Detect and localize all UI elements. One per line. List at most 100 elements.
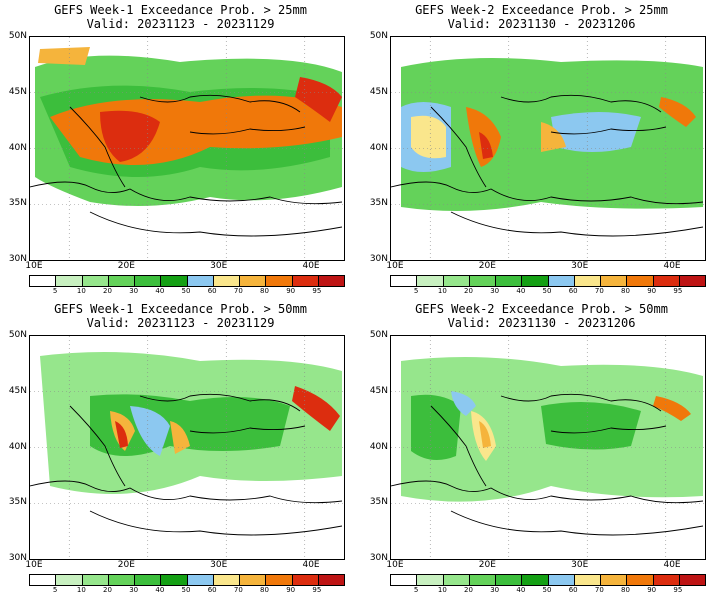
probability-region — [411, 115, 446, 159]
colorbar-label: 90 — [647, 287, 657, 295]
colorbar-label: 40 — [155, 287, 165, 295]
latitude-label: 45N — [369, 86, 388, 97]
latitude-label: 35N — [369, 198, 388, 209]
latitude-label: 50N — [8, 31, 27, 41]
colorbar-bin — [469, 575, 496, 585]
panel-title: GEFS Week-1 Exceedance Prob. > 50mm — [54, 302, 307, 316]
colorbar-label: 90 — [286, 586, 296, 594]
colorbar-bin — [391, 575, 418, 585]
longitude-label: 30E — [210, 560, 228, 570]
coastline — [450, 211, 704, 237]
colorbar-label: 95 — [312, 586, 322, 594]
coastline — [550, 126, 667, 135]
longitude-label: 10E — [386, 261, 404, 271]
probability-map — [29, 335, 345, 560]
probability-region — [541, 402, 641, 450]
colorbar-bin — [266, 276, 293, 286]
colorbar-bin — [266, 575, 293, 585]
colorbar-label: 60 — [568, 287, 578, 295]
colorbar-bin — [679, 575, 705, 585]
colorbar-label: 30 — [490, 586, 500, 594]
latitude-label: 30N — [369, 254, 388, 264]
colorbar-bin — [653, 276, 680, 286]
colorbar-label: 95 — [312, 287, 322, 295]
probability-region — [479, 132, 493, 159]
longitude-label: 40E — [663, 560, 681, 570]
coastline — [69, 405, 126, 487]
colorbar-label: 5 — [52, 287, 58, 295]
probability-region — [38, 47, 90, 65]
longitude-label: 10E — [25, 560, 43, 570]
colorbar-bin — [391, 276, 418, 286]
colorbar-bin — [496, 276, 523, 286]
colorbar-bin — [187, 575, 214, 585]
colorbar-bin — [496, 575, 523, 585]
colorbar-bin — [574, 276, 601, 286]
probability-region — [170, 421, 190, 454]
coastline — [391, 181, 704, 205]
coastline — [430, 405, 487, 487]
colorbar-bin — [187, 276, 214, 286]
colorbar-bin — [56, 276, 83, 286]
latitude-label: 35N — [369, 497, 388, 508]
coastline — [69, 106, 126, 188]
colorbar-label: 70 — [594, 586, 604, 594]
colorbar-label: 20 — [103, 287, 112, 295]
coastline — [89, 510, 343, 536]
colorbar-label: 50 — [542, 586, 552, 594]
colorbar — [390, 574, 706, 586]
coastline — [550, 425, 667, 434]
longitude-label: 20E — [117, 261, 135, 271]
colorbar-bin — [240, 276, 267, 286]
latitude-label: 40N — [369, 441, 388, 452]
longitude-label: 10E — [386, 560, 404, 570]
probability-region — [479, 421, 491, 448]
latitude-label: 30N — [8, 254, 27, 264]
colorbar-bin — [601, 575, 628, 585]
coastline — [139, 393, 301, 412]
colorbar-label: 60 — [207, 586, 217, 594]
panel-title: GEFS Week-1 Exceedance Prob. > 25mm — [54, 3, 307, 17]
longitude-label: 40E — [302, 261, 320, 271]
coastline — [391, 480, 704, 504]
colorbar-label: 50 — [181, 586, 191, 594]
colorbar-bin — [653, 575, 680, 585]
colorbar-label: 95 — [673, 287, 683, 295]
colorbar-label: 50 — [181, 287, 191, 295]
colorbar-label: 10 — [437, 586, 447, 594]
latitude-label: 45N — [369, 385, 388, 396]
colorbar-label: 30 — [129, 287, 139, 295]
coastline — [450, 510, 704, 536]
colorbar-label: 50 — [542, 287, 552, 295]
colorbar-bin — [417, 276, 444, 286]
colorbar-label: 70 — [594, 287, 604, 295]
latitude-label: 40N — [369, 142, 388, 153]
latitude-label: 50N — [369, 330, 388, 340]
colorbar-bin — [469, 276, 496, 286]
colorbar-bin — [30, 575, 57, 585]
colorbar-label: 70 — [233, 287, 243, 295]
colorbar-bin — [574, 575, 601, 585]
probability-map — [29, 36, 345, 261]
longitude-label: 10E — [25, 261, 43, 271]
colorbar-label: 10 — [76, 586, 86, 594]
probability-region — [115, 421, 128, 448]
colorbar-label: 90 — [286, 287, 296, 295]
longitude-label: 20E — [478, 261, 496, 271]
longitude-label: 20E — [478, 560, 496, 570]
coastline — [500, 94, 662, 113]
colorbar-bin — [240, 575, 267, 585]
colorbar-bin — [627, 575, 654, 585]
latitude-label: 35N — [8, 497, 27, 508]
probability-region — [541, 122, 566, 152]
colorbar-bin — [82, 276, 109, 286]
colorbar-label: 80 — [260, 586, 269, 594]
colorbar-bin — [318, 575, 344, 585]
probability-region — [295, 77, 342, 122]
probability-region — [411, 394, 461, 460]
colorbar-bin — [601, 276, 628, 286]
probability-region — [292, 386, 340, 431]
colorbar-bin — [522, 575, 549, 585]
coastline — [139, 94, 301, 113]
probability-region — [451, 391, 476, 416]
